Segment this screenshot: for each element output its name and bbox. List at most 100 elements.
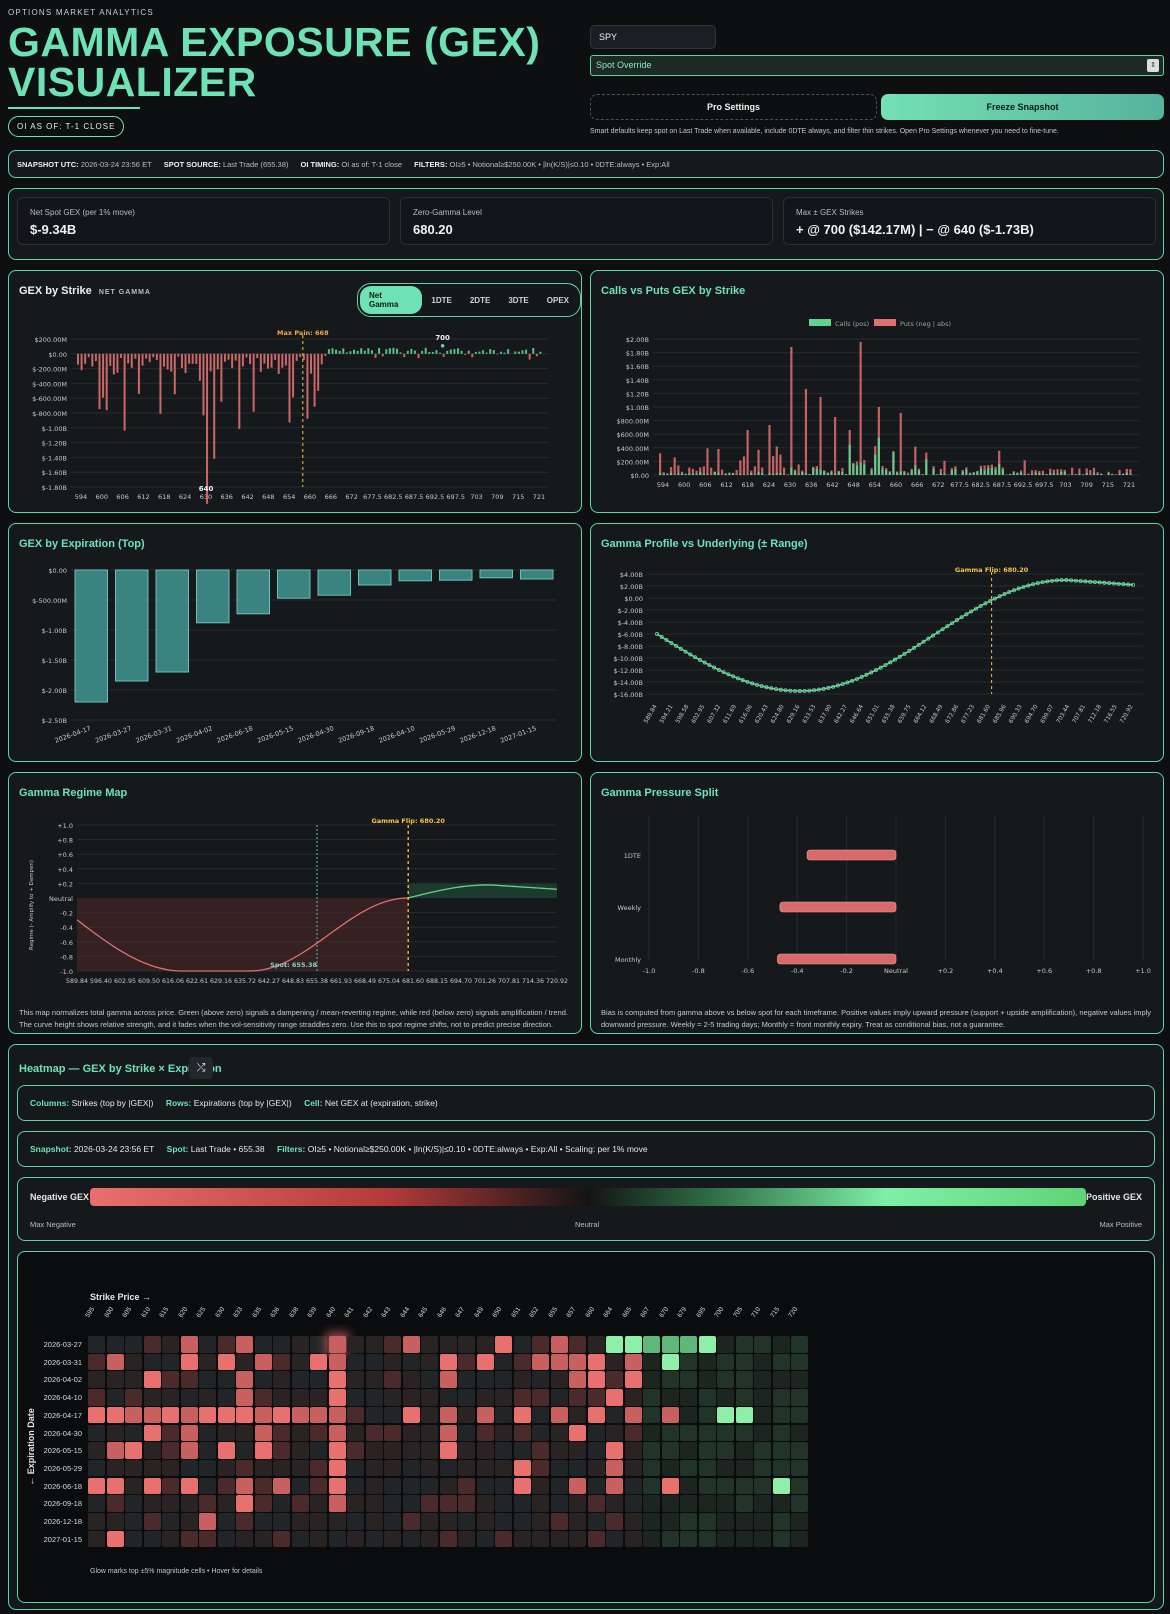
heatmap-cell[interactable] — [402, 1495, 420, 1512]
heatmap-cell[interactable] — [106, 1459, 124, 1477]
heatmap-cell[interactable] — [754, 1424, 772, 1441]
heatmap-cell[interactable] — [143, 1513, 161, 1530]
heatmap-cell[interactable] — [273, 1530, 291, 1548]
heatmap-cell[interactable] — [88, 1371, 106, 1388]
tab-net-gamma[interactable]: Net Gamma — [360, 286, 423, 314]
heatmap-cell[interactable] — [180, 1371, 198, 1388]
heatmap-cell[interactable] — [643, 1442, 661, 1459]
heatmap-cell[interactable] — [199, 1495, 217, 1512]
heatmap-cell[interactable] — [310, 1442, 328, 1459]
heatmap-cell[interactable] — [735, 1424, 753, 1441]
heatmap-cell[interactable] — [772, 1406, 790, 1424]
heatmap-cell[interactable] — [550, 1513, 568, 1530]
heatmap-cell[interactable] — [735, 1371, 753, 1388]
heatmap-cell[interactable] — [495, 1424, 513, 1441]
heatmap-cell[interactable] — [162, 1424, 180, 1441]
heatmap-cell[interactable] — [606, 1513, 624, 1530]
heatmap-cell[interactable] — [162, 1336, 180, 1353]
heatmap-cell[interactable] — [199, 1424, 217, 1441]
heatmap-cell[interactable] — [624, 1371, 642, 1388]
heatmap-cell[interactable] — [661, 1477, 679, 1495]
heatmap-cell[interactable] — [106, 1513, 124, 1530]
heatmap-cell[interactable] — [754, 1513, 772, 1530]
heatmap-cell[interactable] — [643, 1477, 661, 1495]
heatmap-cell[interactable] — [254, 1336, 272, 1353]
heatmap-cell[interactable] — [365, 1495, 383, 1512]
heatmap-cell[interactable] — [199, 1353, 217, 1371]
heatmap-cell[interactable] — [476, 1442, 494, 1459]
heatmap-cell[interactable] — [328, 1530, 346, 1548]
heatmap-cell[interactable] — [735, 1406, 753, 1424]
heatmap-cell[interactable] — [661, 1353, 679, 1371]
heatmap-cell[interactable] — [180, 1530, 198, 1548]
heatmap-cell[interactable] — [421, 1371, 439, 1388]
heatmap-cell[interactable] — [310, 1513, 328, 1530]
heatmap-cell[interactable] — [143, 1459, 161, 1477]
heatmap-cell[interactable] — [310, 1495, 328, 1512]
heatmap-cell[interactable] — [532, 1406, 550, 1424]
heatmap-cell[interactable] — [162, 1353, 180, 1371]
heatmap-cell[interactable] — [532, 1495, 550, 1512]
heatmap-cell[interactable] — [384, 1389, 402, 1406]
heatmap-cell[interactable] — [458, 1495, 476, 1512]
heatmap-cell[interactable] — [162, 1459, 180, 1477]
heatmap-cell[interactable] — [772, 1477, 790, 1495]
heatmap-cell[interactable] — [439, 1459, 457, 1477]
heatmap-cell[interactable] — [532, 1459, 550, 1477]
heatmap-cell[interactable] — [772, 1459, 790, 1477]
heatmap-cell[interactable] — [772, 1442, 790, 1459]
spot-override-field[interactable]: Spot Override ⇕ — [590, 55, 1164, 76]
heatmap-cell[interactable] — [754, 1530, 772, 1548]
heatmap-cell[interactable] — [217, 1530, 235, 1548]
heatmap-cell[interactable] — [273, 1513, 291, 1530]
heatmap-cell[interactable] — [439, 1495, 457, 1512]
heatmap-cell[interactable] — [680, 1477, 698, 1495]
heatmap-cell[interactable] — [661, 1495, 679, 1512]
heatmap-cell[interactable] — [606, 1530, 624, 1548]
heatmap-cell[interactable] — [643, 1495, 661, 1512]
heatmap-cell[interactable] — [365, 1477, 383, 1495]
heatmap-cell[interactable] — [125, 1477, 143, 1495]
heatmap-cell[interactable] — [735, 1495, 753, 1512]
heatmap-cell[interactable] — [717, 1406, 735, 1424]
heatmap-cell[interactable] — [402, 1389, 420, 1406]
pro-settings-button[interactable]: Pro Settings — [590, 94, 877, 120]
heatmap-cell[interactable] — [661, 1389, 679, 1406]
heatmap-cell[interactable] — [365, 1424, 383, 1441]
heatmap-cell[interactable] — [643, 1353, 661, 1371]
heatmap-cell[interactable] — [569, 1513, 587, 1530]
heatmap-cell[interactable] — [347, 1389, 365, 1406]
heatmap-cell[interactable] — [421, 1442, 439, 1459]
heatmap-cell[interactable] — [291, 1353, 309, 1371]
heatmap-cell[interactable] — [236, 1406, 254, 1424]
heatmap-cell[interactable] — [106, 1424, 124, 1441]
heatmap-cell[interactable] — [772, 1513, 790, 1530]
heatmap-cell[interactable] — [162, 1406, 180, 1424]
heatmap-cell[interactable] — [717, 1477, 735, 1495]
heatmap-cell[interactable] — [162, 1371, 180, 1388]
heatmap-cell[interactable] — [754, 1353, 772, 1371]
heatmap-cell[interactable] — [273, 1495, 291, 1512]
heatmap-cell[interactable] — [643, 1513, 661, 1530]
heatmap-cell[interactable] — [624, 1477, 642, 1495]
heatmap-cell[interactable] — [421, 1459, 439, 1477]
heatmap-cell[interactable] — [328, 1459, 346, 1477]
heatmap-cell[interactable] — [217, 1477, 235, 1495]
heatmap-cell[interactable] — [495, 1459, 513, 1477]
heatmap-cell[interactable] — [754, 1459, 772, 1477]
heatmap-cell[interactable] — [402, 1371, 420, 1388]
heatmap-cell[interactable] — [550, 1389, 568, 1406]
heatmap-cell[interactable] — [791, 1459, 809, 1477]
heatmap-cell[interactable] — [698, 1371, 716, 1388]
heatmap-cell[interactable] — [772, 1353, 790, 1371]
heatmap-cell[interactable] — [254, 1513, 272, 1530]
heatmap-cell[interactable] — [587, 1477, 605, 1495]
heatmap-cell[interactable] — [439, 1530, 457, 1548]
heatmap-cell[interactable] — [421, 1389, 439, 1406]
heatmap-cell[interactable] — [550, 1406, 568, 1424]
heatmap-cell[interactable] — [347, 1442, 365, 1459]
heatmap-cell[interactable] — [717, 1530, 735, 1548]
heatmap-cell[interactable] — [754, 1406, 772, 1424]
tab-opex[interactable]: OPEX — [546, 295, 569, 305]
heatmap-cell[interactable] — [569, 1530, 587, 1548]
